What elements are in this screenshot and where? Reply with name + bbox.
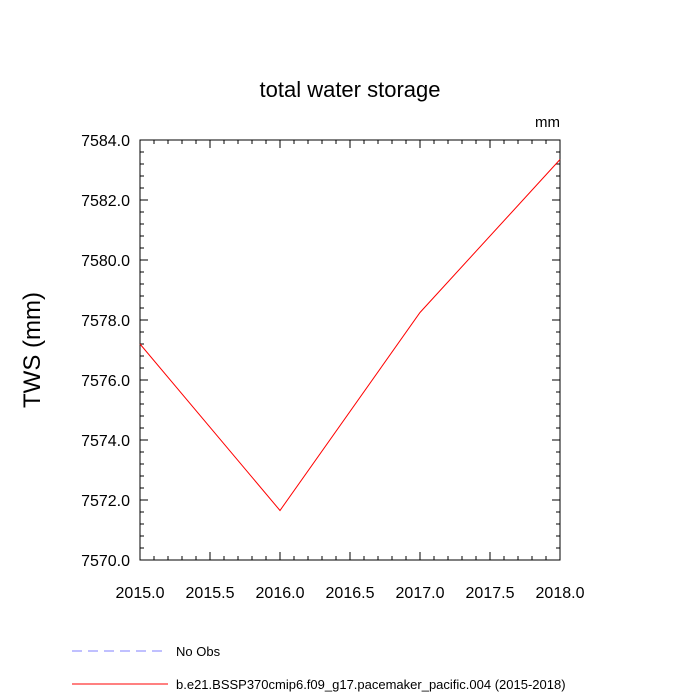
x-tick-label: 2016.0 (256, 585, 305, 602)
y-tick-label: 7570.0 (81, 553, 130, 570)
x-tick-label: 2015.5 (186, 585, 235, 602)
legend-label: b.e21.BSSP370cmip6.f09_g17.pacemaker_pac… (176, 677, 566, 692)
y-tick-label: 7580.0 (81, 253, 130, 270)
units-label: mm (535, 114, 560, 131)
x-tick-label: 2015.0 (116, 585, 165, 602)
y-tick-label: 7578.0 (81, 313, 130, 330)
x-tick-label: 2018.0 (536, 585, 585, 602)
x-tick-label: 2016.5 (326, 585, 375, 602)
legend: No Obs b.e21.BSSP370cmip6.f09_g17.pacemak… (72, 644, 566, 692)
y-tick-label: 7582.0 (81, 193, 130, 210)
chart-title: total water storage (260, 77, 441, 102)
y-axis-label: TWS (mm) (19, 292, 46, 408)
series-layer (139, 159, 561, 512)
y-tick-label: 7576.0 (81, 373, 130, 390)
y-tick-label: 7584.0 (81, 133, 130, 150)
legend-label: No Obs (176, 644, 221, 659)
x-tick-label: 2017.5 (466, 585, 515, 602)
plot-frame (139, 139, 561, 561)
series-line (139, 159, 561, 512)
ticks-layer: 2015.0 2015.5 2016.0 2016.5 2017.0 2017.5 2018… (81, 133, 585, 602)
y-tick-label: 7574.0 (81, 433, 130, 450)
x-tick-label: 2017.0 (396, 585, 445, 602)
y-tick-label: 7572.0 (81, 493, 130, 510)
